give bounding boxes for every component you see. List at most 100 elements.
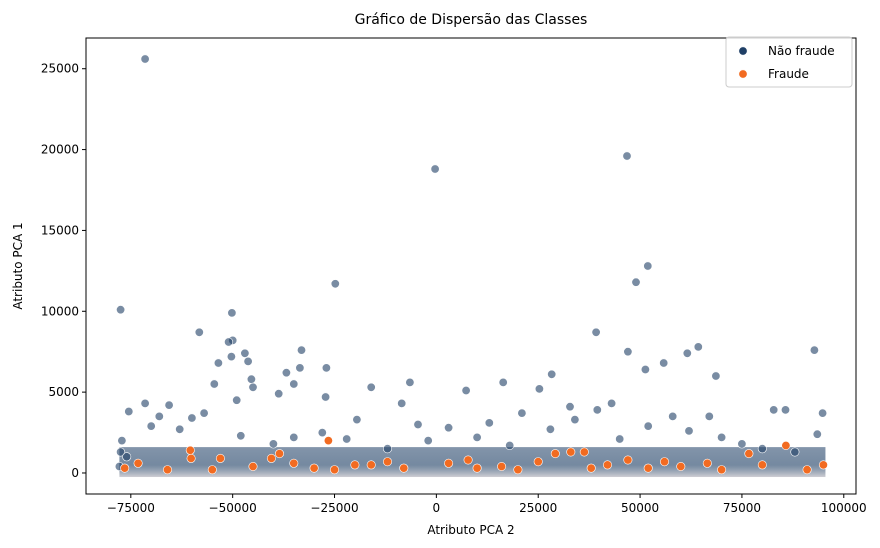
- data-point-nao-fraude: [194, 327, 204, 337]
- data-point-fraude: [215, 453, 225, 463]
- y-tick-label: 25000: [41, 62, 79, 76]
- data-point-fraude: [274, 449, 284, 459]
- data-point-nao-fraude: [413, 419, 423, 429]
- data-point-nao-fraude: [423, 436, 433, 446]
- data-point-nao-fraude: [704, 411, 714, 421]
- data-point-nao-fraude: [405, 377, 415, 387]
- data-point-nao-fraude: [296, 345, 306, 355]
- data-point-fraude: [533, 457, 543, 467]
- data-point-nao-fraude: [780, 405, 790, 415]
- data-point-fraude: [497, 461, 507, 471]
- y-tick-label: 5000: [48, 385, 79, 399]
- data-point-nao-fraude: [366, 382, 376, 392]
- data-point-nao-fraude: [226, 352, 236, 362]
- data-point-nao-fraude: [243, 356, 253, 366]
- data-point-nao-fraude: [517, 408, 527, 418]
- x-tick-label: 0: [433, 501, 441, 515]
- x-tick-label: 25000: [519, 501, 557, 515]
- x-tick-label: −50000: [209, 501, 257, 515]
- data-point-fraude: [717, 465, 727, 475]
- data-point-fraude: [463, 455, 473, 465]
- data-point-fraude: [382, 457, 392, 467]
- data-point-fraude: [248, 461, 258, 471]
- legend-label-fraude: Fraude: [768, 67, 809, 81]
- data-point-nao-fraude: [246, 374, 256, 384]
- data-point-nao-fraude: [737, 439, 747, 449]
- data-point-nao-fraude: [199, 408, 209, 418]
- data-point-nao-fraude: [227, 308, 237, 318]
- data-point-nao-fraude: [295, 363, 305, 373]
- data-point-fraude: [818, 460, 828, 470]
- data-point-fraude: [133, 458, 143, 468]
- data-point-fraude: [659, 457, 669, 467]
- data-point-nao-fraude: [122, 452, 132, 462]
- data-point-fraude: [329, 465, 339, 475]
- data-point-fraude: [186, 453, 196, 463]
- data-point-nao-fraude: [615, 434, 625, 444]
- data-point-fraude: [366, 460, 376, 470]
- data-point-fraude: [309, 463, 319, 473]
- data-point-nao-fraude: [769, 405, 779, 415]
- data-point-nao-fraude: [693, 342, 703, 352]
- data-point-nao-fraude: [461, 385, 471, 395]
- data-point-nao-fraude: [607, 398, 617, 408]
- legend-box: [725, 36, 853, 88]
- plot-frame: [85, 37, 857, 495]
- data-point-fraude: [120, 463, 130, 473]
- data-point-nao-fraude: [289, 379, 299, 389]
- data-point-nao-fraude: [547, 369, 557, 379]
- legend-marker-nao-fraude: [738, 46, 748, 56]
- y-tick-label: 10000: [41, 304, 79, 318]
- data-points: [114, 54, 828, 475]
- data-point-nao-fraude: [274, 389, 284, 399]
- data-point-nao-fraude: [631, 277, 641, 287]
- x-axis-ticks: −75000 −50000 −25000 0 25000 50000 75000 100000: [107, 494, 867, 515]
- data-point-fraude: [444, 458, 454, 468]
- data-point-nao-fraude: [684, 426, 694, 436]
- data-point-nao-fraude: [209, 379, 219, 389]
- data-point-fraude: [781, 440, 791, 450]
- data-point-nao-fraude: [659, 358, 669, 368]
- data-point-nao-fraude: [545, 424, 555, 434]
- data-point-nao-fraude: [124, 406, 134, 416]
- data-point-nao-fraude: [187, 413, 197, 423]
- x-tick-label: −25000: [310, 501, 358, 515]
- data-point-nao-fraude: [643, 261, 653, 271]
- data-point-nao-fraude: [164, 400, 174, 410]
- legend-label-nao-fraude: Não fraude: [768, 44, 835, 58]
- data-point-nao-fraude: [622, 151, 632, 161]
- data-point-nao-fraude: [175, 424, 185, 434]
- data-point-nao-fraude: [116, 447, 126, 457]
- data-point-fraude: [513, 465, 523, 475]
- data-point-nao-fraude: [498, 377, 508, 387]
- data-point-fraude: [744, 449, 754, 459]
- data-point-fraude: [323, 436, 333, 446]
- data-point-fraude: [586, 463, 596, 473]
- x-tick-label: 100000: [821, 501, 867, 515]
- data-point-nao-fraude: [140, 398, 150, 408]
- data-point-nao-fraude: [505, 440, 515, 450]
- data-point-fraude: [757, 460, 767, 470]
- data-point-nao-fraude: [570, 415, 580, 425]
- data-point-nao-fraude: [213, 358, 223, 368]
- x-tick-label: −75000: [107, 501, 155, 515]
- data-point-fraude: [623, 455, 633, 465]
- data-point-fraude: [289, 458, 299, 468]
- data-point-nao-fraude: [146, 421, 156, 431]
- data-point-nao-fraude: [430, 164, 440, 174]
- data-point-nao-fraude: [116, 305, 126, 315]
- data-point-fraude: [702, 458, 712, 468]
- data-point-fraude: [207, 465, 217, 475]
- data-point-nao-fraude: [682, 348, 692, 358]
- data-point-nao-fraude: [321, 363, 331, 373]
- data-point-nao-fraude: [224, 337, 234, 347]
- data-point-nao-fraude: [790, 447, 800, 457]
- data-point-nao-fraude: [534, 384, 544, 394]
- data-point-nao-fraude: [330, 279, 340, 289]
- x-tick-label: 50000: [621, 501, 659, 515]
- data-point-nao-fraude: [717, 432, 727, 442]
- x-tick-label: 75000: [723, 501, 761, 515]
- data-point-nao-fraude: [317, 428, 327, 438]
- data-point-nao-fraude: [711, 371, 721, 381]
